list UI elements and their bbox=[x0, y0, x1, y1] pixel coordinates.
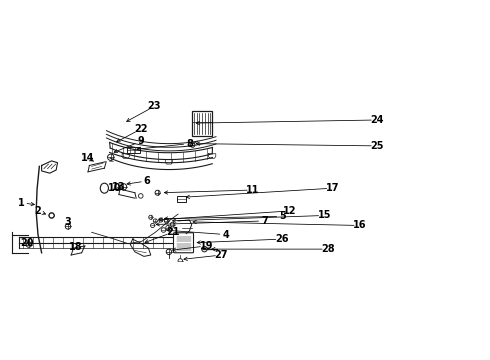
Text: 18: 18 bbox=[69, 242, 82, 252]
Text: 7: 7 bbox=[261, 216, 268, 226]
Text: 28: 28 bbox=[321, 244, 335, 254]
Text: 6: 6 bbox=[144, 176, 150, 186]
Text: 27: 27 bbox=[215, 250, 228, 260]
Text: 13: 13 bbox=[112, 182, 125, 192]
Text: 3: 3 bbox=[65, 217, 72, 227]
Text: 23: 23 bbox=[147, 101, 161, 111]
Text: 25: 25 bbox=[370, 141, 384, 151]
Text: 8: 8 bbox=[186, 139, 193, 149]
Text: 1: 1 bbox=[18, 198, 24, 208]
Text: 26: 26 bbox=[275, 234, 289, 244]
Text: 14: 14 bbox=[81, 153, 95, 163]
Bar bbox=[192, 111, 212, 136]
Bar bbox=[127, 147, 140, 153]
Bar bbox=[177, 196, 186, 202]
Text: 2: 2 bbox=[35, 206, 41, 216]
Text: 16: 16 bbox=[353, 220, 367, 230]
Text: 9: 9 bbox=[137, 136, 144, 147]
FancyBboxPatch shape bbox=[173, 233, 194, 253]
Text: 4: 4 bbox=[222, 230, 229, 239]
Text: 24: 24 bbox=[370, 115, 384, 125]
Text: 22: 22 bbox=[134, 124, 147, 134]
Text: 11: 11 bbox=[246, 185, 260, 195]
Text: 21: 21 bbox=[166, 227, 179, 237]
Text: 17: 17 bbox=[326, 183, 340, 193]
Text: 19: 19 bbox=[199, 241, 213, 251]
Ellipse shape bbox=[100, 183, 108, 193]
Text: 5: 5 bbox=[279, 211, 286, 221]
Text: 20: 20 bbox=[20, 238, 34, 248]
Text: 10: 10 bbox=[108, 183, 121, 193]
Text: 12: 12 bbox=[283, 206, 296, 216]
Text: 15: 15 bbox=[318, 211, 331, 220]
